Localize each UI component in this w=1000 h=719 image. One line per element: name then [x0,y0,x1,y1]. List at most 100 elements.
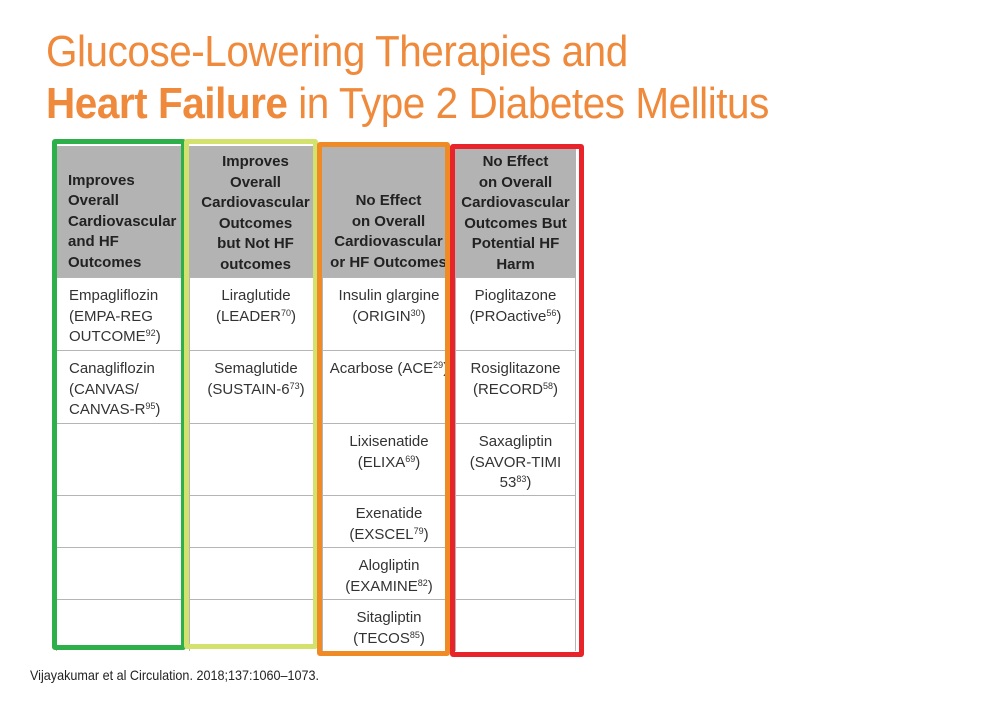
column-1: Improves Overall Cardiovascular and HF Outco… [56,146,189,651]
header-line: Cardiovascular [461,194,570,211]
cell-line: 53 [499,474,517,491]
header-line: Cardiovascular [201,194,310,211]
frame-improves-cv-not-hf [184,139,318,649]
cell-line: (PROactive [469,307,547,325]
header-line: Cardiovascular [68,212,177,230]
cell-line: (EMPA-REG [69,307,153,325]
header-line: or HF Outcomes [330,253,447,271]
table-cell: Saxagliptin (SAVOR-TIMI 5383) [455,423,576,495]
reference-number: 70 [281,307,292,318]
header-line: outcomes [220,255,291,273]
cell-line: (CANVAS/ [69,380,139,398]
cell-line: (SAVOR-TIMI [469,453,562,471]
cell-line: (TECOS [353,629,410,647]
closing-paren: ) [420,307,426,325]
cell-line: Pioglitazone [474,287,557,304]
slide-title: Glucose-Lowering Therapies and Heart Fai… [46,26,769,130]
frame-no-effect [317,142,450,656]
cell-line: Acarbose (ACE [329,360,434,377]
reference-number: 82 [417,577,428,588]
table-cell [189,495,322,547]
table-cell [189,547,322,599]
cell-line: Semaglutide [214,360,298,377]
table-cell [189,423,322,495]
reference-number: 85 [409,629,420,640]
title-line-1: Glucose-Lowering Therapies and [46,27,628,76]
closing-paren: ) [553,380,558,398]
closing-paren: ) [419,629,425,647]
table-cell [455,495,576,547]
therapies-table: Improves Overall Cardiovascular and HF Outco… [56,146,576,651]
header-line: Outcomes But [464,214,567,232]
cell-line: Empagliflozin [69,287,159,304]
closing-paren: ) [155,401,161,418]
reference-number: 79 [413,525,424,536]
table-cell: Insulin glargine (ORIGIN30) [322,277,455,350]
reference-number: 95 [145,401,156,411]
table-cell: Rosiglitazone (RECORD58) [455,350,576,423]
closing-paren: ) [423,525,429,543]
reference-number: 56 [546,307,557,318]
header-line: Harm [496,255,535,273]
column-header: No Effect on Overall Cardiovascular Outcome… [455,146,576,277]
reference-number: 69 [405,453,416,464]
cell-line: Canagliflozin [69,360,155,377]
cell-line: (ELIXA [357,453,406,471]
table-cell: Semaglutide (SUSTAIN-673) [189,350,322,423]
closing-paren: ) [427,577,433,595]
table-cell [189,599,322,651]
cell-line: (SUSTAIN-6 [207,380,290,398]
cell-line: Sitagliptin [356,609,422,626]
header-line: on Overall [478,173,553,191]
frame-potential-hf-harm [450,144,584,657]
column-4: No Effect on Overall Cardiovascular Outcome… [455,146,576,651]
table-cell: Empagliflozin (EMPA-REG OUTCOME92) [56,277,189,350]
header-line: Overall [68,192,119,209]
cell-line: (RECORD [472,380,543,398]
cell-line: OUTCOME [69,328,146,345]
column-3: No Effect on Overall Cardiovascular or HF O… [322,146,455,651]
cell-line: (ORIGIN [352,307,411,325]
cell-line: CANVAS-R [69,401,146,418]
table-cell: Liraglutide (LEADER70) [189,277,322,350]
cell-line: (EXAMINE [345,577,418,595]
cell-line: Insulin glargine [338,287,440,304]
header-line: on Overall [351,212,426,230]
frame-improves-cv-hf [52,139,186,650]
table-cell [455,599,576,651]
header-line: Outcomes [218,214,293,232]
closing-paren: ) [556,307,562,325]
table-cell: Alogliptin (EXAMINE82) [322,547,455,599]
reference-number: 58 [542,380,553,391]
column-header: Improves Overall Cardiovascular Outcomes but… [189,146,322,277]
reference-number: 92 [145,328,156,338]
title-line-2-rest: in Type 2 Diabetes Mellitus [287,79,769,128]
header-line: No Effect [355,192,422,209]
header-line: Improves [68,171,135,189]
reference-number: 29 [433,360,444,370]
reference-number: 30 [410,307,421,318]
reference-number: 83 [516,474,527,484]
table-cell: Exenatide (EXSCEL79) [322,495,455,547]
closing-paren: ) [155,328,161,345]
header-line: and HF [68,233,119,250]
table-cell: Pioglitazone (PROactive56) [455,277,576,350]
header-line: Cardiovascular [334,233,443,250]
cell-line: Liraglutide [221,287,291,304]
title-bold-phrase: Heart Failure [46,79,288,128]
header-line: No Effect [482,153,549,170]
header-line: Improves [222,153,289,170]
cell-line: Alogliptin [358,557,420,574]
header-line: Overall [230,173,281,191]
table-cell: Lixisenatide (ELIXA69) [322,423,455,495]
cell-line: Saxagliptin [478,433,553,450]
closing-paren: ) [291,307,297,325]
cell-line: (LEADER [215,307,281,325]
header-line: Potential HF [471,235,560,252]
header-line: but Not HF [217,235,294,252]
column-header: No Effect on Overall Cardiovascular or HF O… [322,146,455,277]
cell-line: Lixisenatide [349,433,429,450]
column-header: Improves Overall Cardiovascular and HF Outco… [56,146,189,277]
cell-line: (EXSCEL [349,525,414,543]
closing-paren: ) [526,474,532,491]
